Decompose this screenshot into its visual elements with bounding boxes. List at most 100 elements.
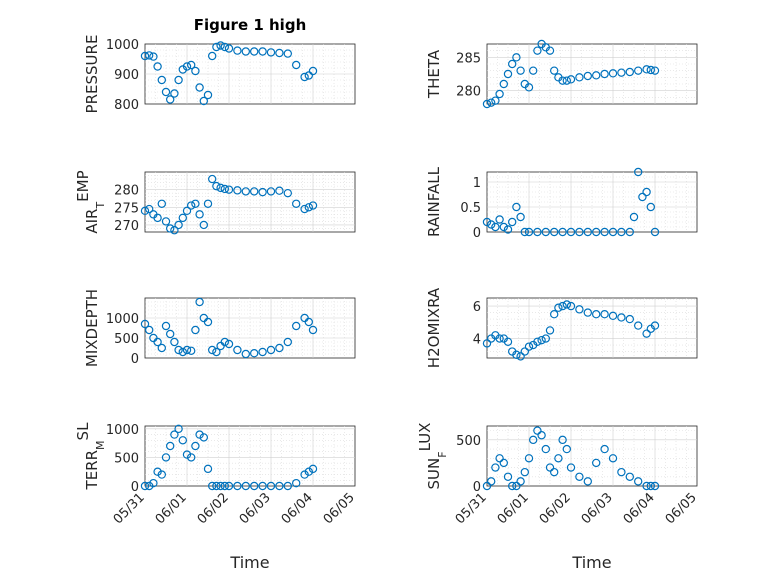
data-point [216,481,225,491]
data-point [512,202,521,212]
data-point [592,227,601,237]
data-point [292,321,301,331]
data-point [558,301,567,311]
data-point [482,217,492,227]
x-tick-label: 06/03 [579,490,616,527]
x-axis-label: Time [571,553,611,572]
y-axis-label: TERRMSL [74,422,107,491]
data-point [608,454,618,463]
data-point [512,53,521,62]
data-point [520,467,530,477]
y-tick-label: 1000 [106,38,139,53]
data-point [203,199,213,208]
subplot-mixdepth: 0 500 1000 MIXDEPTH [83,289,356,367]
y-tick-label: 275 [114,201,139,216]
data-point [178,347,187,357]
data-point [220,184,229,194]
y-tick-label: 1000 [106,423,139,438]
data-point [140,481,150,491]
data-point [304,203,313,212]
data-point [258,481,267,491]
y-tick-label: 285 [456,51,481,66]
data-point [634,167,643,177]
data-point [233,481,242,491]
data-point [157,470,166,479]
data-point [203,90,213,100]
data-point [562,300,572,309]
data-point [195,83,204,92]
x-tick-label: 06/01 [153,490,190,527]
y-tick-label: 900 [114,68,139,83]
y-tick-label: 1 [473,176,481,191]
data-point [233,186,242,195]
data-point [157,199,166,208]
data-point [308,464,318,474]
data-point [545,326,555,335]
data-point [600,444,609,454]
data-point [258,347,267,357]
data-point [533,227,542,237]
data-point [550,227,559,237]
data-point [650,321,660,330]
x-tick-label: 06/02 [195,490,232,527]
data-point [170,430,179,439]
data-point [558,435,567,445]
data-point [642,65,651,74]
data-point [149,478,158,488]
data-point [161,453,171,462]
y-tick-label: 280 [456,85,481,100]
data-point [191,441,200,451]
data-point [216,183,225,193]
data-point [554,303,563,312]
y-axis-label: SUNFLUX [416,423,449,490]
data-point [304,317,313,327]
data-point [178,213,187,223]
data-point [499,458,508,468]
data-point [153,467,162,476]
data-point [224,185,234,194]
data-point [516,66,525,75]
data-point [503,69,513,79]
y-tick-label: 500 [456,434,481,449]
data-point [258,187,267,197]
data-point [144,325,154,335]
data-point [170,89,179,98]
data-point [550,66,559,75]
data-point [512,350,521,359]
data-point [144,481,154,491]
data-point [300,204,309,214]
data-point [583,308,593,317]
data-point [207,345,217,355]
data-point [491,463,500,472]
data-point [224,339,234,349]
x-tick-label: 06/03 [237,490,274,527]
data-point [140,51,150,61]
data-point [550,467,559,477]
data-point [634,321,643,330]
data-point [487,477,496,486]
data-point [495,89,504,99]
data-point [562,76,572,85]
data-point [503,225,513,234]
data-point [608,69,618,78]
data-point [617,313,626,322]
data-point [153,213,162,223]
data-point [249,187,259,196]
data-point [182,206,192,216]
data-point [283,49,292,58]
data-point [140,206,150,216]
data-point [283,481,292,491]
data-point [642,481,651,491]
data-point [541,444,551,454]
x-axis-label: Time [229,553,269,572]
data-point [575,73,584,82]
data-point [491,96,500,105]
data-point [634,477,643,486]
subplot-pressure: 800 900 1000 PRESSURE Figure 1 high [83,16,356,113]
data-point [224,44,234,53]
data-point [170,226,179,235]
data-point [199,96,208,106]
subplot-air-temp: 270 275 280 AIRTEMP [74,170,356,235]
data-point [646,65,656,75]
data-point [220,42,229,52]
